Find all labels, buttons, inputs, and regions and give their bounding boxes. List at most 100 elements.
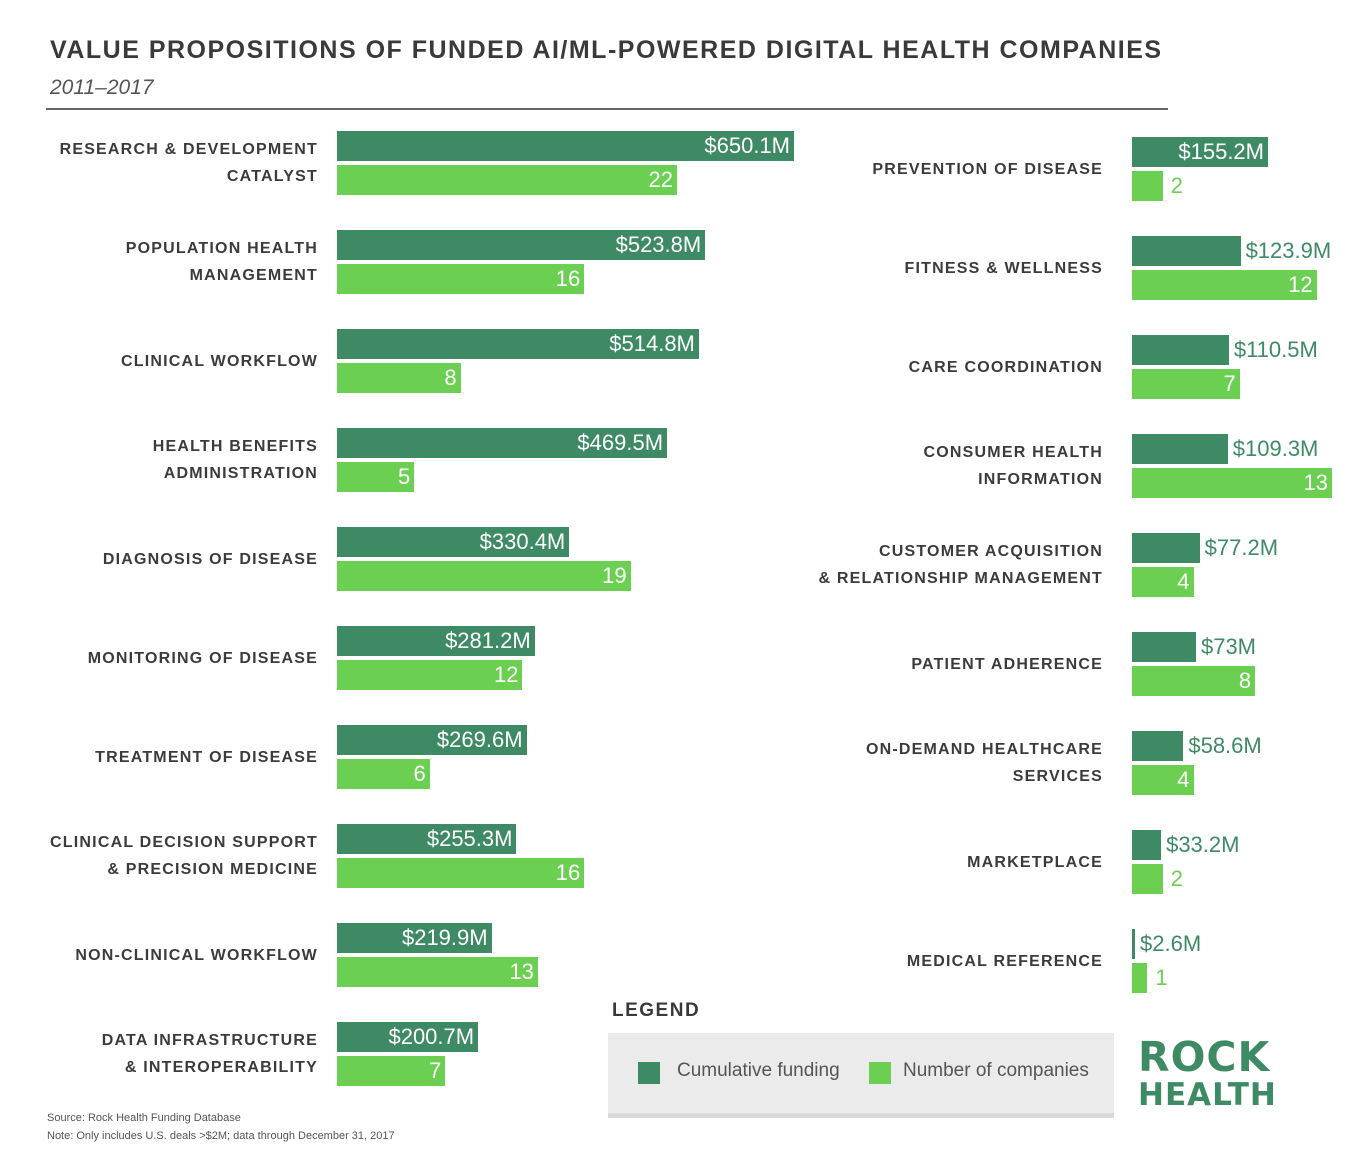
funding-bar — [1132, 731, 1184, 761]
category-label-line: PREVENTION OF DISEASE — [872, 160, 1103, 178]
legend-swatch-funding — [638, 1062, 660, 1084]
companies-bar — [337, 264, 585, 294]
category-label-line: CLINICAL WORKFLOW — [121, 352, 318, 370]
companies-value-label: 7 — [428, 1058, 442, 1083]
funding-value-label: $110.5M — [1233, 337, 1318, 362]
funding-bar — [337, 626, 535, 656]
category-label: POPULATION HEALTH MANAGEMENT — [126, 235, 318, 289]
companies-bar — [337, 660, 523, 690]
funding-bar — [337, 131, 794, 161]
category-label-line: CATALYST — [226, 168, 318, 185]
funding-bar — [1132, 830, 1162, 860]
funding-value-label: $523.8M — [615, 232, 702, 257]
category-label: ON-DEMAND HEALTHCARE SERVICES — [866, 736, 1103, 790]
category-label: TREATMENT OF DISEASE — [95, 744, 318, 771]
funding-bar — [1132, 335, 1229, 365]
category-label-line: CLINICAL DECISION SUPPORT — [50, 834, 318, 851]
companies-value-label: 2 — [1170, 866, 1184, 891]
category-label: HEALTH BENEFITS ADMINISTRATION — [153, 433, 318, 487]
funding-bar — [337, 230, 706, 260]
category-label: FITNESS & WELLNESS — [905, 255, 1104, 282]
chart-subtitle: 2011–2017 — [50, 76, 154, 99]
companies-value-label: 16 — [555, 860, 581, 885]
funding-value-label: $514.8M — [609, 331, 695, 356]
category-label-line: CUSTOMER ACQUISITION — [878, 543, 1103, 560]
funding-value-label: $109.3M — [1232, 436, 1319, 461]
companies-value-label: 13 — [1303, 470, 1328, 495]
companies-bar — [1132, 666, 1256, 696]
legend-title: LEGEND — [612, 1000, 701, 1021]
companies-value-label: 5 — [398, 464, 411, 489]
funding-bar — [337, 1022, 479, 1052]
category-label-line: MARKETPLACE — [967, 853, 1103, 871]
companies-value-label: 7 — [1223, 371, 1236, 396]
funding-value-label: $281.2M — [445, 628, 531, 653]
funding-value-label: $123.9M — [1245, 238, 1332, 263]
funding-bar — [337, 824, 517, 854]
companies-bar — [1132, 270, 1317, 300]
legend: Cumulative funding Number of companies — [608, 1033, 1114, 1118]
funding-value-label: $330.4M — [479, 529, 566, 554]
funding-bar — [1132, 236, 1241, 266]
category-label: CLINICAL WORKFLOW — [121, 348, 318, 375]
funding-value-label: $650.1M — [704, 133, 790, 158]
category-label: DATA INFRASTRUCTURE & INTEROPERABILITY — [102, 1027, 318, 1081]
category-label-line: & PRECISION MEDICINE — [107, 861, 318, 878]
funding-bar — [337, 428, 668, 458]
funding-value-label: $58.6M — [1188, 733, 1262, 758]
companies-value-label: 8 — [444, 365, 457, 390]
category-label-line: CONSUMER HEALTH — [923, 444, 1103, 461]
funding-value-label: $469.5M — [577, 430, 664, 455]
funding-bar — [337, 725, 527, 755]
companies-value-label: 12 — [493, 662, 519, 687]
logo-line-1: ROCK — [1138, 1033, 1271, 1081]
companies-value-label: 8 — [1238, 668, 1252, 693]
rock-health-logo: ROCK HEALTH — [1138, 1037, 1277, 1111]
companies-bar — [337, 759, 430, 789]
category-label: NON-CLINICAL WORKFLOW — [75, 942, 318, 969]
category-label: CONSUMER HEALTH INFORMATION — [924, 439, 1103, 493]
category-label: MARKETPLACE — [967, 849, 1103, 876]
category-label-line: SERVICES — [1012, 768, 1103, 785]
companies-bar — [1132, 468, 1332, 498]
category-label-line: NON-CLINICAL WORKFLOW — [75, 946, 318, 964]
companies-bar — [1132, 963, 1148, 993]
funding-bar — [1132, 533, 1200, 563]
funding-bar — [337, 527, 570, 557]
category-label-line: ADMINISTRATION — [163, 465, 318, 482]
category-label: MONITORING OF DISEASE — [88, 645, 318, 672]
companies-bar — [337, 561, 631, 591]
category-label-line: FITNESS & WELLNESS — [904, 259, 1103, 277]
category-label: PREVENTION OF DISEASE — [872, 156, 1103, 183]
category-label: DIAGNOSIS OF DISEASE — [103, 546, 318, 573]
companies-bar — [1132, 369, 1240, 399]
funding-value-label: $155.2M — [1178, 139, 1264, 164]
funding-value-label: $2.6M — [1140, 931, 1202, 956]
category-label-line: PATIENT ADHERENCE — [911, 655, 1103, 673]
category-label-line: POPULATION HEALTH — [125, 240, 318, 257]
category-label: CARE COORDINATION — [909, 354, 1103, 381]
funding-value-label: $33.2M — [1166, 832, 1240, 857]
companies-value-label: 22 — [648, 167, 673, 192]
category-label-line: CARE COORDINATION — [908, 358, 1103, 376]
legend-label-companies: Number of companies — [903, 1060, 1089, 1081]
funding-value-label: $73M — [1200, 634, 1257, 659]
logo-line-2: HEALTH — [1138, 1077, 1277, 1113]
funding-bar — [337, 329, 699, 359]
companies-value-label: 13 — [509, 959, 534, 984]
companies-value-label: 16 — [555, 266, 581, 291]
companies-value-label: 4 — [1177, 767, 1190, 792]
companies-value-label: 4 — [1177, 569, 1190, 594]
funding-value-label: $219.9M — [401, 925, 488, 950]
category-label-line: INFORMATION — [978, 471, 1103, 488]
funding-value-label: $269.6M — [436, 727, 523, 752]
funding-bar — [337, 923, 492, 953]
legend-swatch-companies — [869, 1062, 891, 1084]
category-label: CLINICAL DECISION SUPPORT & PRECISION MED… — [50, 829, 318, 883]
category-label-line: DIAGNOSIS OF DISEASE — [102, 550, 318, 568]
funding-bar — [1132, 137, 1268, 167]
companies-value-label: 2 — [1170, 173, 1184, 198]
category-label: PATIENT ADHERENCE — [911, 651, 1103, 678]
title-divider — [46, 108, 1168, 110]
funding-value-label: $255.3M — [426, 826, 513, 851]
